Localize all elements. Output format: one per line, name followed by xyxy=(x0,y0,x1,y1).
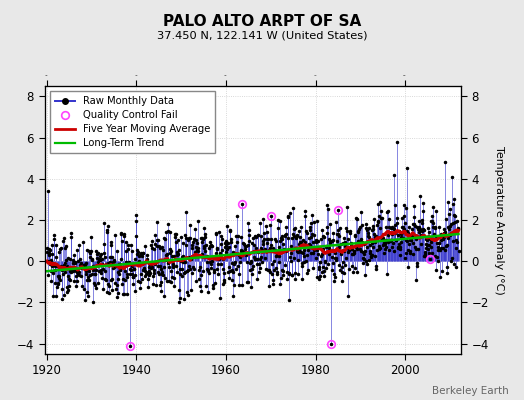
Text: PALO ALTO ARPT OF SA: PALO ALTO ARPT OF SA xyxy=(163,14,361,29)
Legend: Raw Monthly Data, Quality Control Fail, Five Year Moving Average, Long-Term Tren: Raw Monthly Data, Quality Control Fail, … xyxy=(50,91,215,153)
Text: 37.450 N, 122.141 W (United States): 37.450 N, 122.141 W (United States) xyxy=(157,30,367,40)
Y-axis label: Temperature Anomaly (°C): Temperature Anomaly (°C) xyxy=(495,146,505,294)
Text: Berkeley Earth: Berkeley Earth xyxy=(432,386,508,396)
